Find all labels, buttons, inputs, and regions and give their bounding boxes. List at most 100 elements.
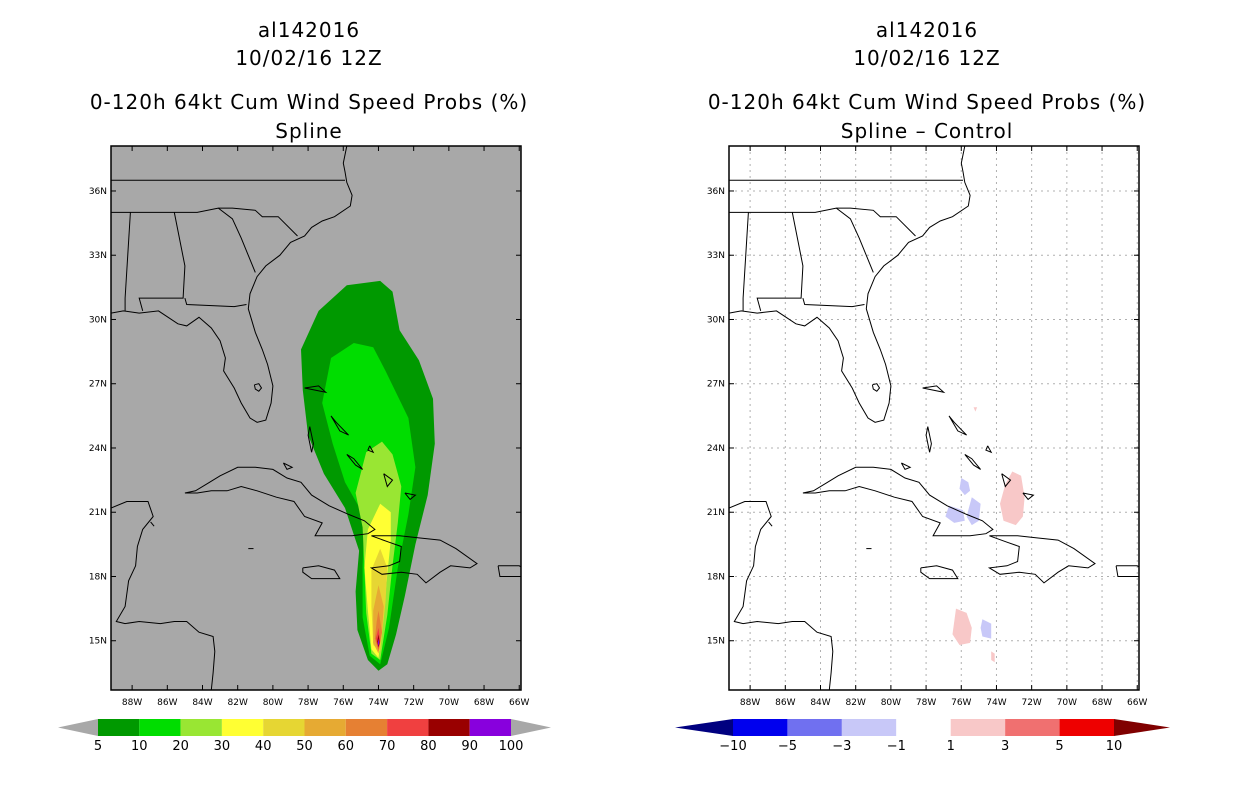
colorbar-swatch — [98, 719, 140, 736]
colorbar-label: 3 — [1001, 739, 1009, 754]
colorbar-arrow-right — [1114, 719, 1170, 736]
cuba-coastline — [184, 466, 376, 537]
lon-label: 70W — [1057, 698, 1077, 708]
puerto-rico-coastline — [497, 565, 521, 577]
colorbar-label: −5 — [778, 739, 797, 754]
lon-label: 80W — [881, 698, 901, 708]
colorbar-label: 100 — [499, 739, 524, 754]
lon-label: 78W — [916, 698, 936, 708]
difference-contour — [952, 608, 972, 645]
colorbar-label: 90 — [461, 739, 478, 754]
state-border — [124, 212, 131, 311]
colorbar-swatch — [304, 719, 346, 736]
lat-label: 27N — [89, 380, 107, 390]
lon-label: 82W — [846, 698, 866, 708]
colorbar-label: 5 — [94, 739, 102, 754]
colorbar-swatch — [263, 719, 305, 736]
storm-id-title: al142016 — [257, 18, 361, 42]
bahamas-island — [282, 462, 294, 471]
lon-label: 78W — [298, 698, 318, 708]
map-layers — [111, 146, 521, 690]
lon-label: 82W — [228, 698, 248, 708]
map-frame — [110, 145, 522, 691]
lon-label: 84W — [192, 698, 212, 708]
colorbar-label: 40 — [255, 739, 272, 754]
difference-contour — [973, 407, 978, 412]
state-border — [729, 207, 916, 237]
colorbar-label: −10 — [719, 739, 746, 754]
forecast-date-title: 10/02/16 12Z — [853, 46, 1001, 70]
colorbar-label: 1 — [947, 739, 955, 754]
probability-contour — [377, 638, 380, 647]
colorbar-swatch — [387, 719, 429, 736]
subtitle: Spline – Control — [840, 119, 1014, 143]
lon-label: 80W — [263, 698, 283, 708]
subtitle: Spline — [275, 119, 343, 143]
lon-label: 86W — [775, 698, 795, 708]
colorbar: 5 10 20 30 40 50 60 70 80 90 100 — [58, 719, 551, 754]
lat-label: 30N — [89, 315, 107, 325]
bahamas-island — [900, 462, 912, 471]
us-coastline — [729, 146, 971, 423]
difference-contour — [945, 505, 965, 523]
state-border — [217, 207, 256, 273]
us-coastline — [111, 146, 353, 423]
colorbar-label: 60 — [338, 739, 355, 754]
colorbar-label: 80 — [420, 739, 437, 754]
lat-label: 27N — [707, 380, 725, 390]
right-map-panel: al142016 10/02/16 12Z 0-120h 64kt Cum Wi… — [618, 0, 1236, 800]
colorbar-swatch — [469, 719, 511, 736]
lat-label: 24N — [89, 444, 107, 454]
colorbar-label: 5 — [1055, 739, 1063, 754]
lat-label: 21N — [89, 508, 107, 518]
bahamas-island — [346, 453, 363, 470]
lon-label: 74W — [368, 698, 388, 708]
product-title: 0-120h 64kt Cum Wind Speed Probs (%) — [707, 90, 1147, 114]
difference-contour — [991, 651, 995, 663]
lat-label: 30N — [707, 315, 725, 325]
state-border — [184, 297, 247, 308]
difference-contour — [980, 619, 992, 639]
lon-label: 76W — [951, 698, 971, 708]
colorbar-swatch — [428, 719, 470, 736]
lon-label: 66W — [1127, 698, 1147, 708]
colorbar-swatch — [180, 719, 222, 736]
lat-label: 18N — [89, 572, 107, 582]
bahamas-island — [985, 445, 993, 454]
colorbar-swatch — [139, 719, 181, 736]
lon-label: 76W — [333, 698, 353, 708]
bahamas-island — [367, 445, 375, 454]
lon-label: 68W — [474, 698, 494, 708]
lon-label: 72W — [403, 698, 423, 708]
state-border — [111, 207, 298, 237]
lat-label: 33N — [89, 251, 107, 261]
map-frame — [728, 145, 1140, 691]
bahamas-island — [922, 385, 946, 394]
colorbar-swatch — [896, 719, 951, 736]
lon-label: 88W — [740, 698, 760, 708]
bahamas-island — [383, 473, 394, 488]
lat-label: 33N — [707, 251, 725, 261]
bahamas-island — [948, 415, 967, 436]
lake-okeechobee — [871, 383, 881, 392]
lon-label: 70W — [439, 698, 459, 708]
colorbar-arrow-left — [58, 719, 98, 736]
bahamas-island — [404, 492, 417, 501]
jamaica-coastline — [302, 565, 341, 580]
lat-label: 15N — [707, 637, 725, 647]
lake-okeechobee — [253, 383, 263, 392]
lon-label: 88W — [122, 698, 142, 708]
map-layers — [729, 146, 1139, 690]
colorbar: −10 −5 −3 −1 1 3 5 10 — [675, 719, 1170, 754]
hispaniola-coastline — [369, 535, 478, 584]
lon-label: 68W — [1092, 698, 1112, 708]
colorbar-label: −3 — [832, 739, 851, 754]
left-map-panel: al142016 10/02/16 12Z 0-120h 64kt Cum Wi… — [58, 18, 551, 754]
map-background — [729, 146, 1139, 690]
colorbar-swatch — [841, 719, 897, 736]
probability-map: 36N 33N 30N 27N 24N 21N 18N 15N 88W 86W 84W 82W 80W 7… — [58, 145, 551, 754]
lon-label: 86W — [157, 698, 177, 708]
bahamas-island — [304, 385, 328, 394]
bahamas-island — [1001, 473, 1012, 488]
colorbar-swatch — [787, 719, 842, 736]
